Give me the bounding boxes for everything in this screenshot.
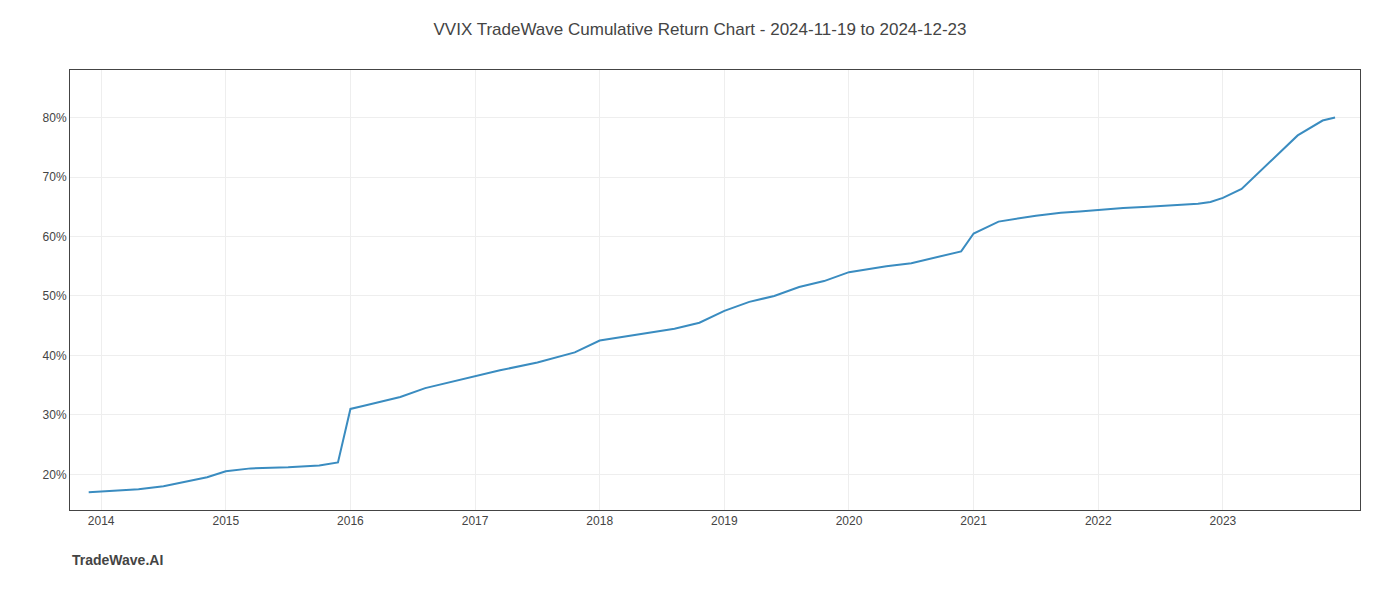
svg-text:TradeWave.AI: TradeWave.AI: [72, 552, 163, 568]
svg-text:VVIX TradeWave Cumulative Retu: VVIX TradeWave Cumulative Return Chart -…: [434, 20, 967, 39]
svg-text:2023: 2023: [1210, 514, 1237, 528]
svg-text:80%: 80%: [43, 111, 67, 125]
svg-text:2019: 2019: [711, 514, 738, 528]
svg-text:30%: 30%: [43, 408, 67, 422]
svg-text:2020: 2020: [836, 514, 863, 528]
svg-text:70%: 70%: [43, 170, 67, 184]
svg-text:2018: 2018: [586, 514, 613, 528]
svg-text:2017: 2017: [462, 514, 489, 528]
svg-text:2016: 2016: [337, 514, 364, 528]
svg-text:2015: 2015: [212, 514, 239, 528]
svg-text:2014: 2014: [88, 514, 115, 528]
svg-text:50%: 50%: [43, 289, 67, 303]
svg-text:60%: 60%: [43, 230, 67, 244]
svg-text:2021: 2021: [960, 514, 987, 528]
svg-text:20%: 20%: [43, 468, 67, 482]
svg-text:40%: 40%: [43, 349, 67, 363]
svg-text:2022: 2022: [1085, 514, 1112, 528]
